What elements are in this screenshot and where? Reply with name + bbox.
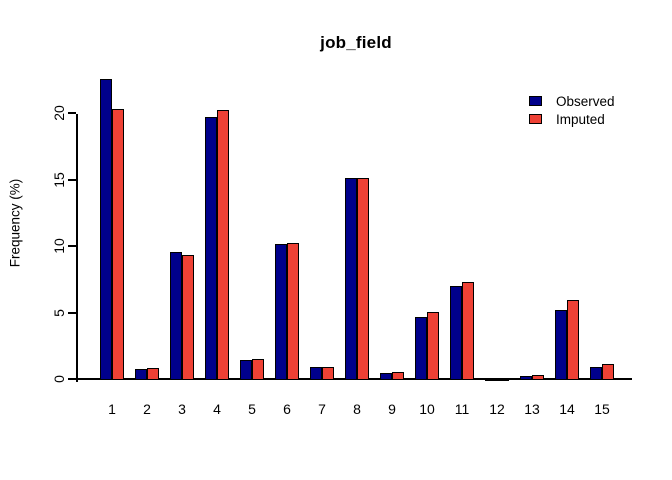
x-tick-label-15: 15 xyxy=(594,401,610,417)
bar-imputed-2 xyxy=(147,368,159,380)
x-tick-label-5: 5 xyxy=(248,401,256,417)
bar-observed-6 xyxy=(275,244,287,380)
x-tick-label-3: 3 xyxy=(178,401,186,417)
x-tick-label-4: 4 xyxy=(213,401,221,417)
bar-observed-14 xyxy=(555,309,567,380)
bar-observed-9 xyxy=(380,373,392,380)
y-tick xyxy=(68,112,76,114)
bar-observed-10 xyxy=(415,317,427,380)
legend: Observed Imputed xyxy=(529,92,615,128)
bar-observed-5 xyxy=(240,360,252,380)
x-tick-label-14: 14 xyxy=(559,401,575,417)
y-axis-label: Frequency (%) xyxy=(7,178,23,268)
bar-observed-1 xyxy=(100,79,112,380)
bar-imputed-1 xyxy=(112,108,124,380)
y-tick-label: 0 xyxy=(51,375,67,383)
bar-imputed-12 xyxy=(497,378,509,381)
y-tick xyxy=(68,311,76,314)
legend-swatch-imputed xyxy=(529,114,542,124)
x-tick-label-13: 13 xyxy=(524,401,540,417)
bar-observed-15 xyxy=(590,366,602,380)
y-tick-label: 5 xyxy=(51,308,67,317)
bar-observed-8 xyxy=(345,177,357,380)
y-tick xyxy=(68,178,76,181)
y-tick xyxy=(68,245,76,247)
x-tick-label-11: 11 xyxy=(454,401,470,417)
x-tick-label-10: 10 xyxy=(419,401,435,417)
legend-row-observed: Observed xyxy=(529,92,615,110)
x-tick-label-12: 12 xyxy=(489,401,505,417)
x-tick-label-9: 9 xyxy=(388,401,396,417)
bar-imputed-11 xyxy=(462,281,474,380)
bar-imputed-8 xyxy=(357,177,369,380)
bar-imputed-14 xyxy=(567,300,579,380)
x-tick-label-1: 1 xyxy=(108,401,116,417)
x-tick-label-7: 7 xyxy=(318,401,326,417)
x-tick-label-8: 8 xyxy=(353,401,361,417)
bar-observed-12 xyxy=(485,378,497,381)
bar-imputed-10 xyxy=(427,312,439,380)
legend-label-imputed: Imputed xyxy=(556,111,605,127)
legend-swatch-observed xyxy=(529,96,542,106)
y-tick xyxy=(68,378,76,380)
y-axis-line xyxy=(76,114,78,382)
legend-row-imputed: Imputed xyxy=(529,110,615,128)
y-tick-label: 20 xyxy=(51,105,67,121)
x-tick-label-2: 2 xyxy=(143,401,151,417)
bar-imputed-7 xyxy=(322,366,334,380)
bar-imputed-5 xyxy=(252,358,264,380)
y-tick-label: 10 xyxy=(51,238,67,254)
bar-imputed-3 xyxy=(182,254,194,380)
bar-observed-4 xyxy=(205,116,217,380)
chart-title: job_field xyxy=(320,33,392,52)
bar-imputed-6 xyxy=(287,243,299,380)
bar-observed-2 xyxy=(135,369,147,380)
bar-imputed-15 xyxy=(602,364,614,380)
bar-imputed-4 xyxy=(217,110,229,380)
bar-observed-3 xyxy=(170,252,182,380)
bar-observed-7 xyxy=(310,366,322,380)
bar-imputed-13 xyxy=(532,375,544,380)
x-tick-label-6: 6 xyxy=(283,401,291,417)
y-tick-label: 15 xyxy=(51,171,67,188)
bar-imputed-9 xyxy=(392,372,404,380)
bar-observed-11 xyxy=(450,285,462,380)
legend-label-observed: Observed xyxy=(556,93,615,109)
bar-observed-13 xyxy=(520,376,532,380)
